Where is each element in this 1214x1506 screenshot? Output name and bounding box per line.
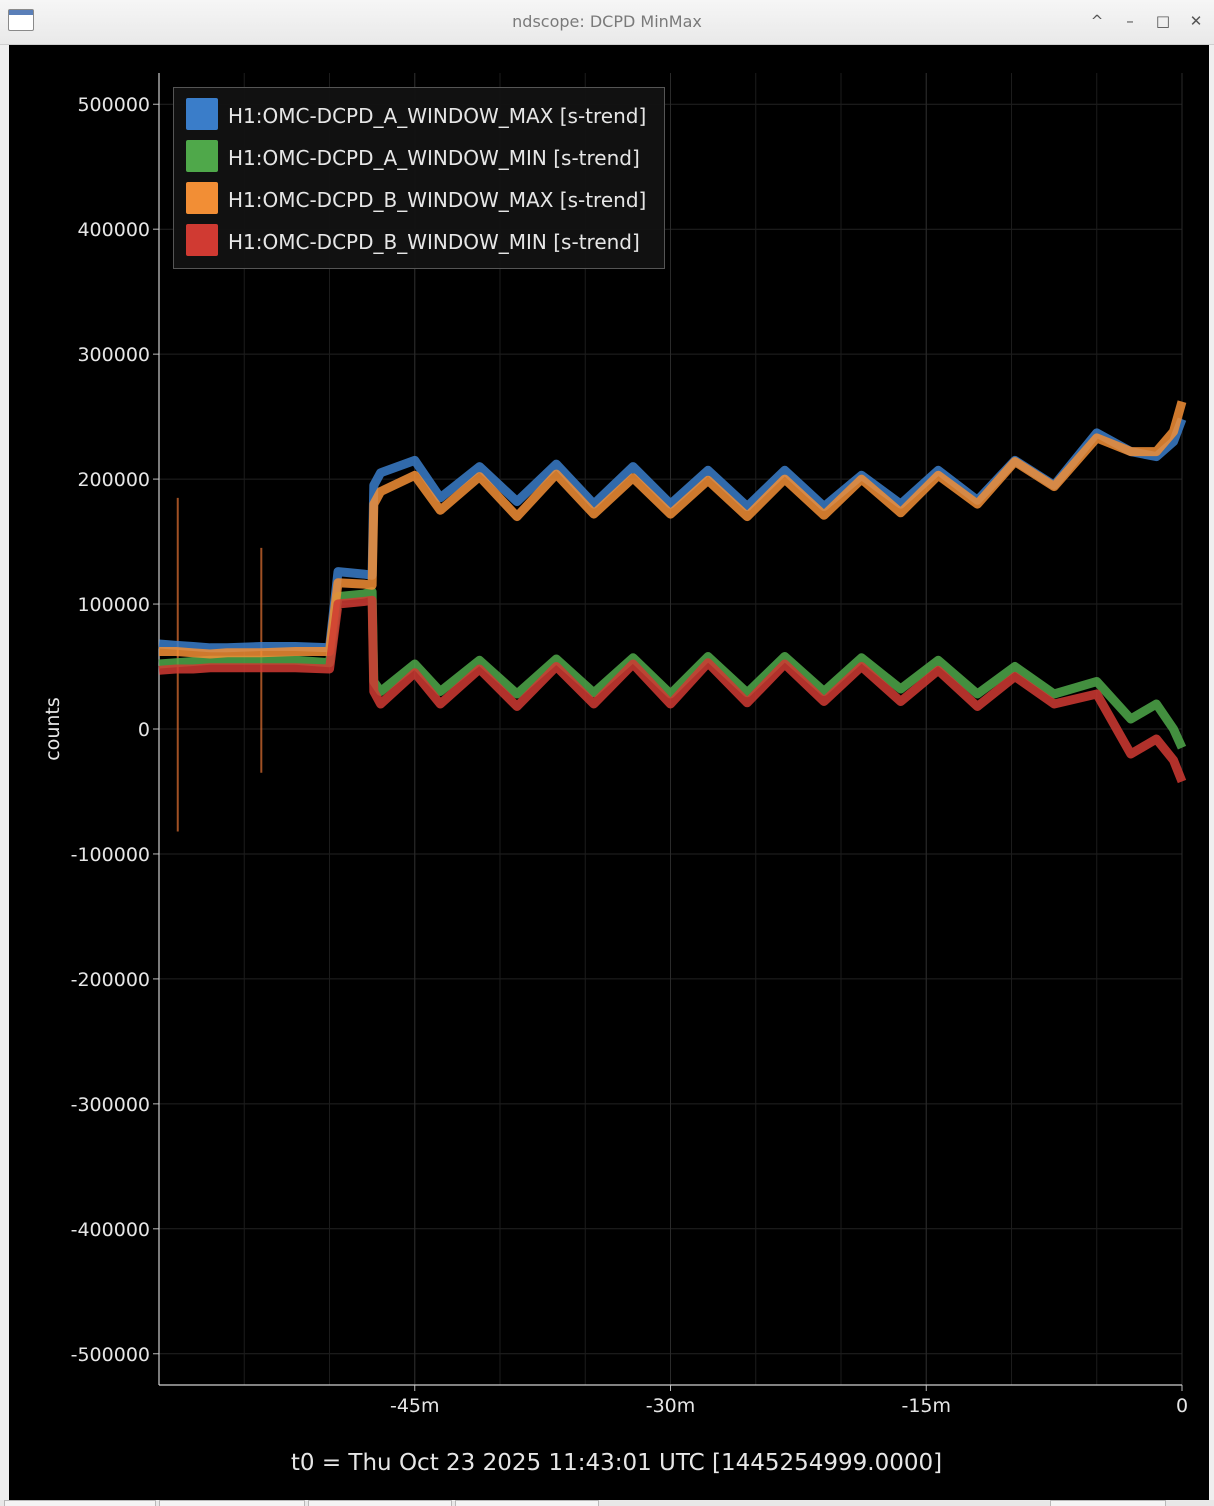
window-titlebar[interactable]: ndscope: DCPD MinMax ^ – □ ✕	[0, 0, 1214, 45]
y-tick-label: 300000	[77, 344, 150, 366]
series-line-4	[158, 595, 1187, 784]
x-tick-label: 0	[1176, 1395, 1188, 1417]
series-lines	[158, 400, 1187, 832]
window-title: ndscope: DCPD MinMax	[512, 12, 702, 31]
plot-canvas[interactable]: 500000 400000 300000 200000 100000 0 -100000 -2…	[9, 45, 1209, 1503]
plot-panel[interactable]: 500000 400000 300000 200000 100000 0 -100000 -2…	[9, 45, 1209, 1503]
chevron-up-icon[interactable]: ^	[1090, 12, 1104, 30]
series-line-2	[158, 587, 1187, 750]
bottom-strip	[0, 1500, 1214, 1506]
axes	[153, 73, 1183, 1391]
legend-swatch	[186, 182, 218, 214]
x-tick-label: -45m	[390, 1395, 440, 1417]
bottom-tab[interactable]	[159, 1500, 305, 1506]
legend-item[interactable]: H1:OMC-DCPD_A_WINDOW_MAX [s-trend]	[184, 98, 654, 132]
legend-label: H1:OMC-DCPD_B_WINDOW_MAX [s-trend]	[228, 188, 647, 212]
y-tick-label: 100000	[77, 594, 150, 616]
y-tick-label: -100000	[71, 844, 150, 866]
legend-swatch	[186, 224, 218, 256]
y-tick-label: -300000	[71, 1094, 150, 1116]
axis-labels: 500000 400000 300000 200000 100000 0 -100000 -2…	[42, 94, 1188, 1476]
y-axis-label: counts	[42, 697, 64, 761]
close-icon[interactable]: ✕	[1189, 12, 1203, 30]
legend-swatch	[186, 140, 218, 172]
x-tick-label: -15m	[901, 1395, 951, 1417]
maximize-icon[interactable]: □	[1155, 12, 1171, 30]
y-tick-label: 500000	[77, 94, 150, 116]
y-tick-label: 0	[138, 719, 150, 741]
legend-item[interactable]: H1:OMC-DCPD_B_WINDOW_MIN [s-trend]	[184, 224, 654, 258]
legend-swatch	[186, 98, 218, 130]
y-tick-label: 200000	[77, 469, 150, 491]
legend-label: H1:OMC-DCPD_B_WINDOW_MIN [s-trend]	[228, 230, 640, 254]
y-tick-label: -400000	[71, 1219, 150, 1241]
x-axis-label: t0 = Thu Oct 23 2025 11:43:01 UTC [14452…	[291, 1450, 942, 1476]
series-line-3	[159, 400, 1187, 659]
bottom-tab[interactable]	[1050, 1500, 1166, 1506]
legend-label: H1:OMC-DCPD_A_WINDOW_MAX [s-trend]	[228, 104, 647, 128]
y-tick-label: 400000	[77, 219, 150, 241]
x-tick-label: -30m	[646, 1395, 696, 1417]
bottom-tab[interactable]	[308, 1500, 452, 1506]
y-tick-label: -500000	[71, 1344, 150, 1366]
legend[interactable]: H1:OMC-DCPD_A_WINDOW_MAX [s-trend] H1:OM…	[173, 87, 665, 269]
minimize-icon[interactable]: –	[1126, 12, 1134, 30]
legend-item[interactable]: H1:OMC-DCPD_A_WINDOW_MIN [s-trend]	[184, 140, 654, 174]
legend-item[interactable]: H1:OMC-DCPD_B_WINDOW_MAX [s-trend]	[184, 182, 654, 216]
y-tick-label: -200000	[71, 969, 150, 991]
legend-label: H1:OMC-DCPD_A_WINDOW_MIN [s-trend]	[228, 146, 640, 170]
grid-lines	[159, 73, 1183, 1385]
bottom-tab[interactable]	[4, 1500, 156, 1506]
bottom-tab[interactable]	[455, 1500, 599, 1506]
app-window-icon	[8, 9, 34, 31]
